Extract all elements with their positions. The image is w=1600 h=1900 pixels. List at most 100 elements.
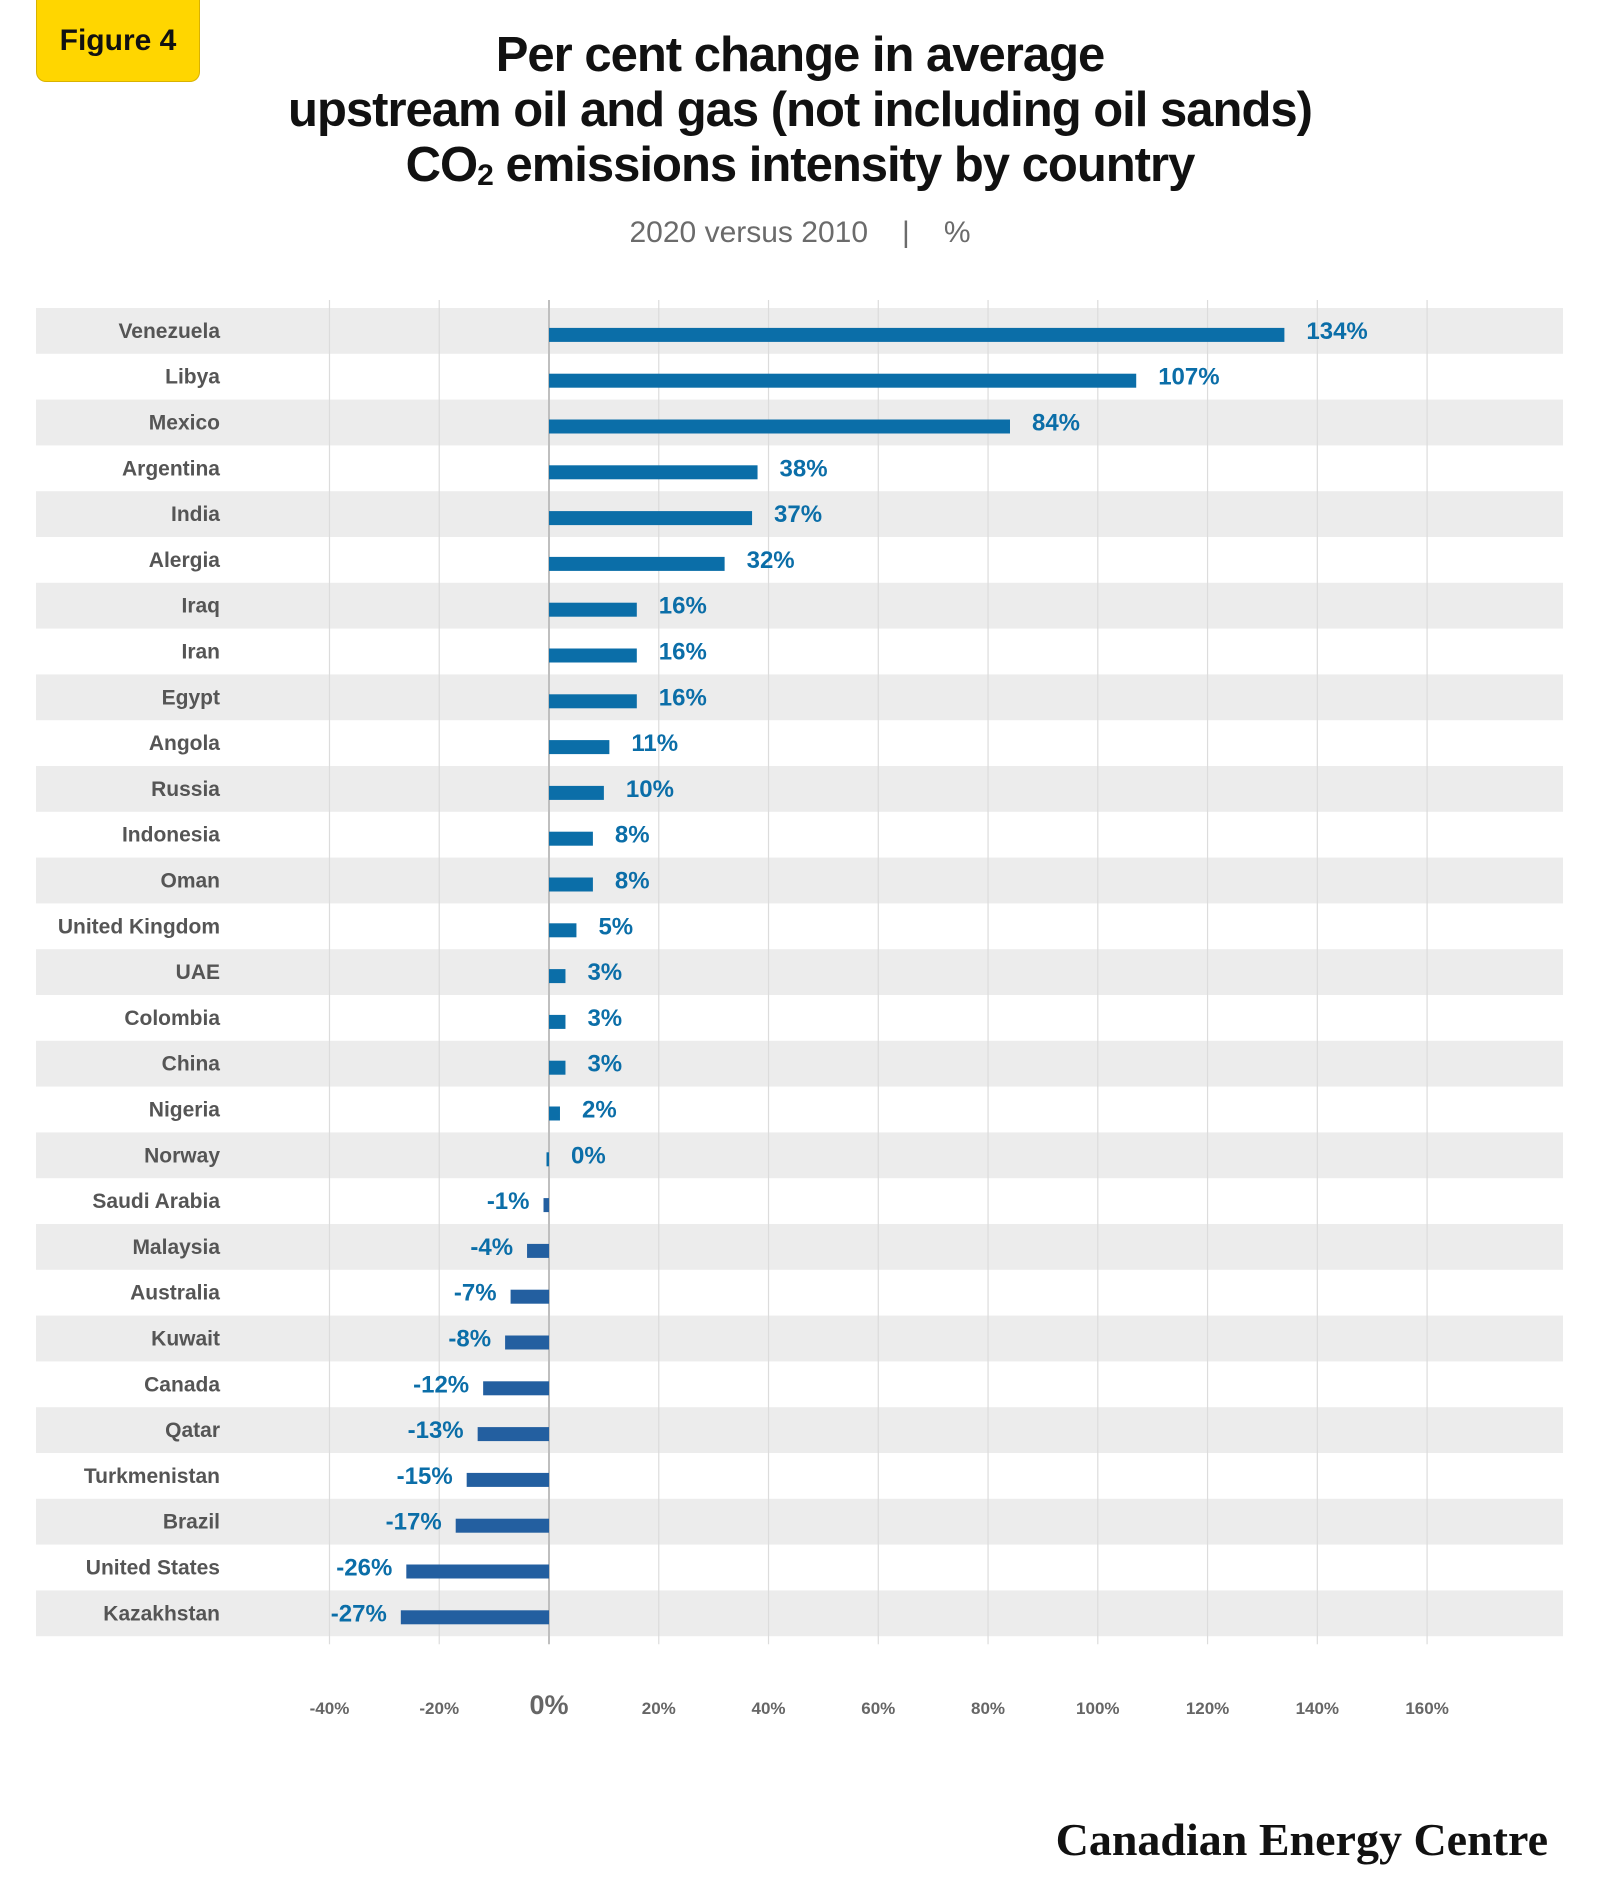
x-tick-label: 120% bbox=[1186, 1699, 1229, 1718]
value-label: 16% bbox=[659, 639, 707, 666]
category-label: Brazil bbox=[163, 1511, 220, 1534]
value-label: 2% bbox=[582, 1097, 617, 1124]
subtitle-period: 2020 versus 2010 bbox=[629, 216, 869, 249]
title-line-3: CO2 emissions intensity by country bbox=[200, 138, 1400, 193]
bar bbox=[543, 1198, 549, 1213]
category-label: Argentina bbox=[122, 457, 220, 480]
value-labels: 134% 107% 84% 38% 37% 32% 16% 16% 16% 11% 10% 8% 8% 5… bbox=[331, 318, 1368, 1627]
brand-logo-text: Canadian Energy Centre bbox=[1055, 1814, 1548, 1865]
category-label: Australia bbox=[130, 1282, 220, 1305]
x-tick-label: 140% bbox=[1296, 1699, 1339, 1718]
value-label: 134% bbox=[1306, 318, 1367, 345]
bar-chart: Venezuela Libya Mexico Argentina India Alergi… bbox=[36, 300, 1563, 1720]
row-band bbox=[36, 1040, 1563, 1087]
bar bbox=[527, 1243, 549, 1258]
value-label: 84% bbox=[1032, 410, 1080, 437]
value-label: -1% bbox=[487, 1188, 530, 1215]
row-band bbox=[36, 1590, 1563, 1637]
category-label: Iraq bbox=[181, 595, 220, 618]
value-label: 5% bbox=[598, 913, 633, 940]
bar bbox=[549, 465, 758, 480]
value-label: 0% bbox=[571, 1142, 606, 1169]
category-label: Malaysia bbox=[132, 1236, 220, 1259]
bar bbox=[549, 923, 577, 938]
bar bbox=[406, 1564, 549, 1579]
category-label: Kuwait bbox=[151, 1328, 220, 1351]
category-label: UAE bbox=[176, 961, 220, 984]
row-band bbox=[36, 949, 1563, 995]
x-tick-label: 80% bbox=[971, 1699, 1005, 1718]
x-tick-label: 160% bbox=[1405, 1699, 1448, 1718]
bar bbox=[549, 419, 1010, 434]
category-label: Canada bbox=[144, 1373, 220, 1396]
bar bbox=[549, 694, 637, 709]
bar bbox=[477, 1427, 549, 1442]
category-label: China bbox=[162, 1053, 221, 1076]
value-label: -7% bbox=[454, 1280, 497, 1307]
subtitle-separator: | bbox=[902, 216, 910, 249]
value-label: -8% bbox=[448, 1326, 491, 1353]
category-label: India bbox=[171, 503, 220, 526]
value-label: 37% bbox=[774, 501, 822, 528]
value-label: 16% bbox=[659, 593, 707, 620]
bar bbox=[549, 327, 1285, 342]
bar bbox=[549, 602, 637, 617]
category-label: Saudi Arabia bbox=[92, 1190, 220, 1213]
x-tick-label: 20% bbox=[642, 1699, 676, 1718]
row-band bbox=[36, 1132, 1563, 1179]
category-label: Angola bbox=[149, 732, 220, 755]
value-label: 11% bbox=[631, 730, 678, 757]
bar bbox=[455, 1518, 549, 1533]
value-label: 3% bbox=[587, 1005, 622, 1032]
value-label: -26% bbox=[336, 1555, 392, 1582]
row-band bbox=[36, 1224, 1563, 1270]
bar bbox=[549, 556, 725, 571]
row-bands bbox=[36, 308, 1563, 1637]
title-line-2: upstream oil and gas (not including oil … bbox=[288, 83, 1313, 137]
value-label: -17% bbox=[386, 1509, 442, 1536]
category-label: Nigeria bbox=[149, 1099, 221, 1122]
category-label: Indonesia bbox=[122, 824, 220, 847]
category-label: Kazakhstan bbox=[103, 1602, 220, 1625]
x-tick-label: -40% bbox=[310, 1699, 350, 1718]
figure-badge: Figure 4 bbox=[36, 0, 200, 82]
bar bbox=[466, 1472, 549, 1487]
row-band bbox=[36, 766, 1563, 812]
bar bbox=[400, 1610, 549, 1625]
row-band bbox=[36, 1407, 1563, 1453]
title-subscript-2: 2 bbox=[477, 159, 494, 192]
bar bbox=[549, 877, 593, 892]
value-label: 10% bbox=[626, 776, 674, 803]
value-label: 3% bbox=[587, 1051, 622, 1078]
chart-subtitle: 2020 versus 2010 |% bbox=[0, 216, 1600, 250]
value-label: -4% bbox=[470, 1234, 513, 1261]
bar bbox=[549, 373, 1137, 388]
bar bbox=[549, 648, 637, 663]
x-tick-label: -20% bbox=[419, 1699, 459, 1718]
row-band bbox=[36, 1498, 1563, 1545]
category-labels: Venezuela Libya Mexico Argentina India Alergi… bbox=[58, 320, 220, 1625]
subtitle-unit: % bbox=[943, 216, 971, 249]
row-band bbox=[36, 1315, 1563, 1362]
row-band bbox=[36, 582, 1563, 629]
category-label: Norway bbox=[144, 1144, 220, 1167]
value-label: 32% bbox=[747, 547, 795, 574]
row-band bbox=[36, 857, 1563, 904]
bar bbox=[483, 1381, 549, 1396]
bar bbox=[549, 831, 593, 846]
bar bbox=[549, 1106, 560, 1121]
bar bbox=[505, 1335, 549, 1350]
value-label: -27% bbox=[331, 1600, 387, 1627]
category-label: Alergia bbox=[149, 549, 221, 572]
x-tick-label: 100% bbox=[1076, 1699, 1119, 1718]
bar bbox=[549, 740, 610, 755]
category-label: Qatar bbox=[165, 1419, 220, 1442]
row-band bbox=[36, 491, 1563, 537]
category-label: Egypt bbox=[162, 686, 220, 709]
value-label: 38% bbox=[780, 455, 828, 482]
bar bbox=[546, 1152, 549, 1167]
category-label: Iran bbox=[181, 641, 220, 664]
x-tick-label: 0% bbox=[529, 1690, 568, 1720]
category-label: Russia bbox=[151, 778, 220, 801]
row-band bbox=[36, 674, 1563, 721]
